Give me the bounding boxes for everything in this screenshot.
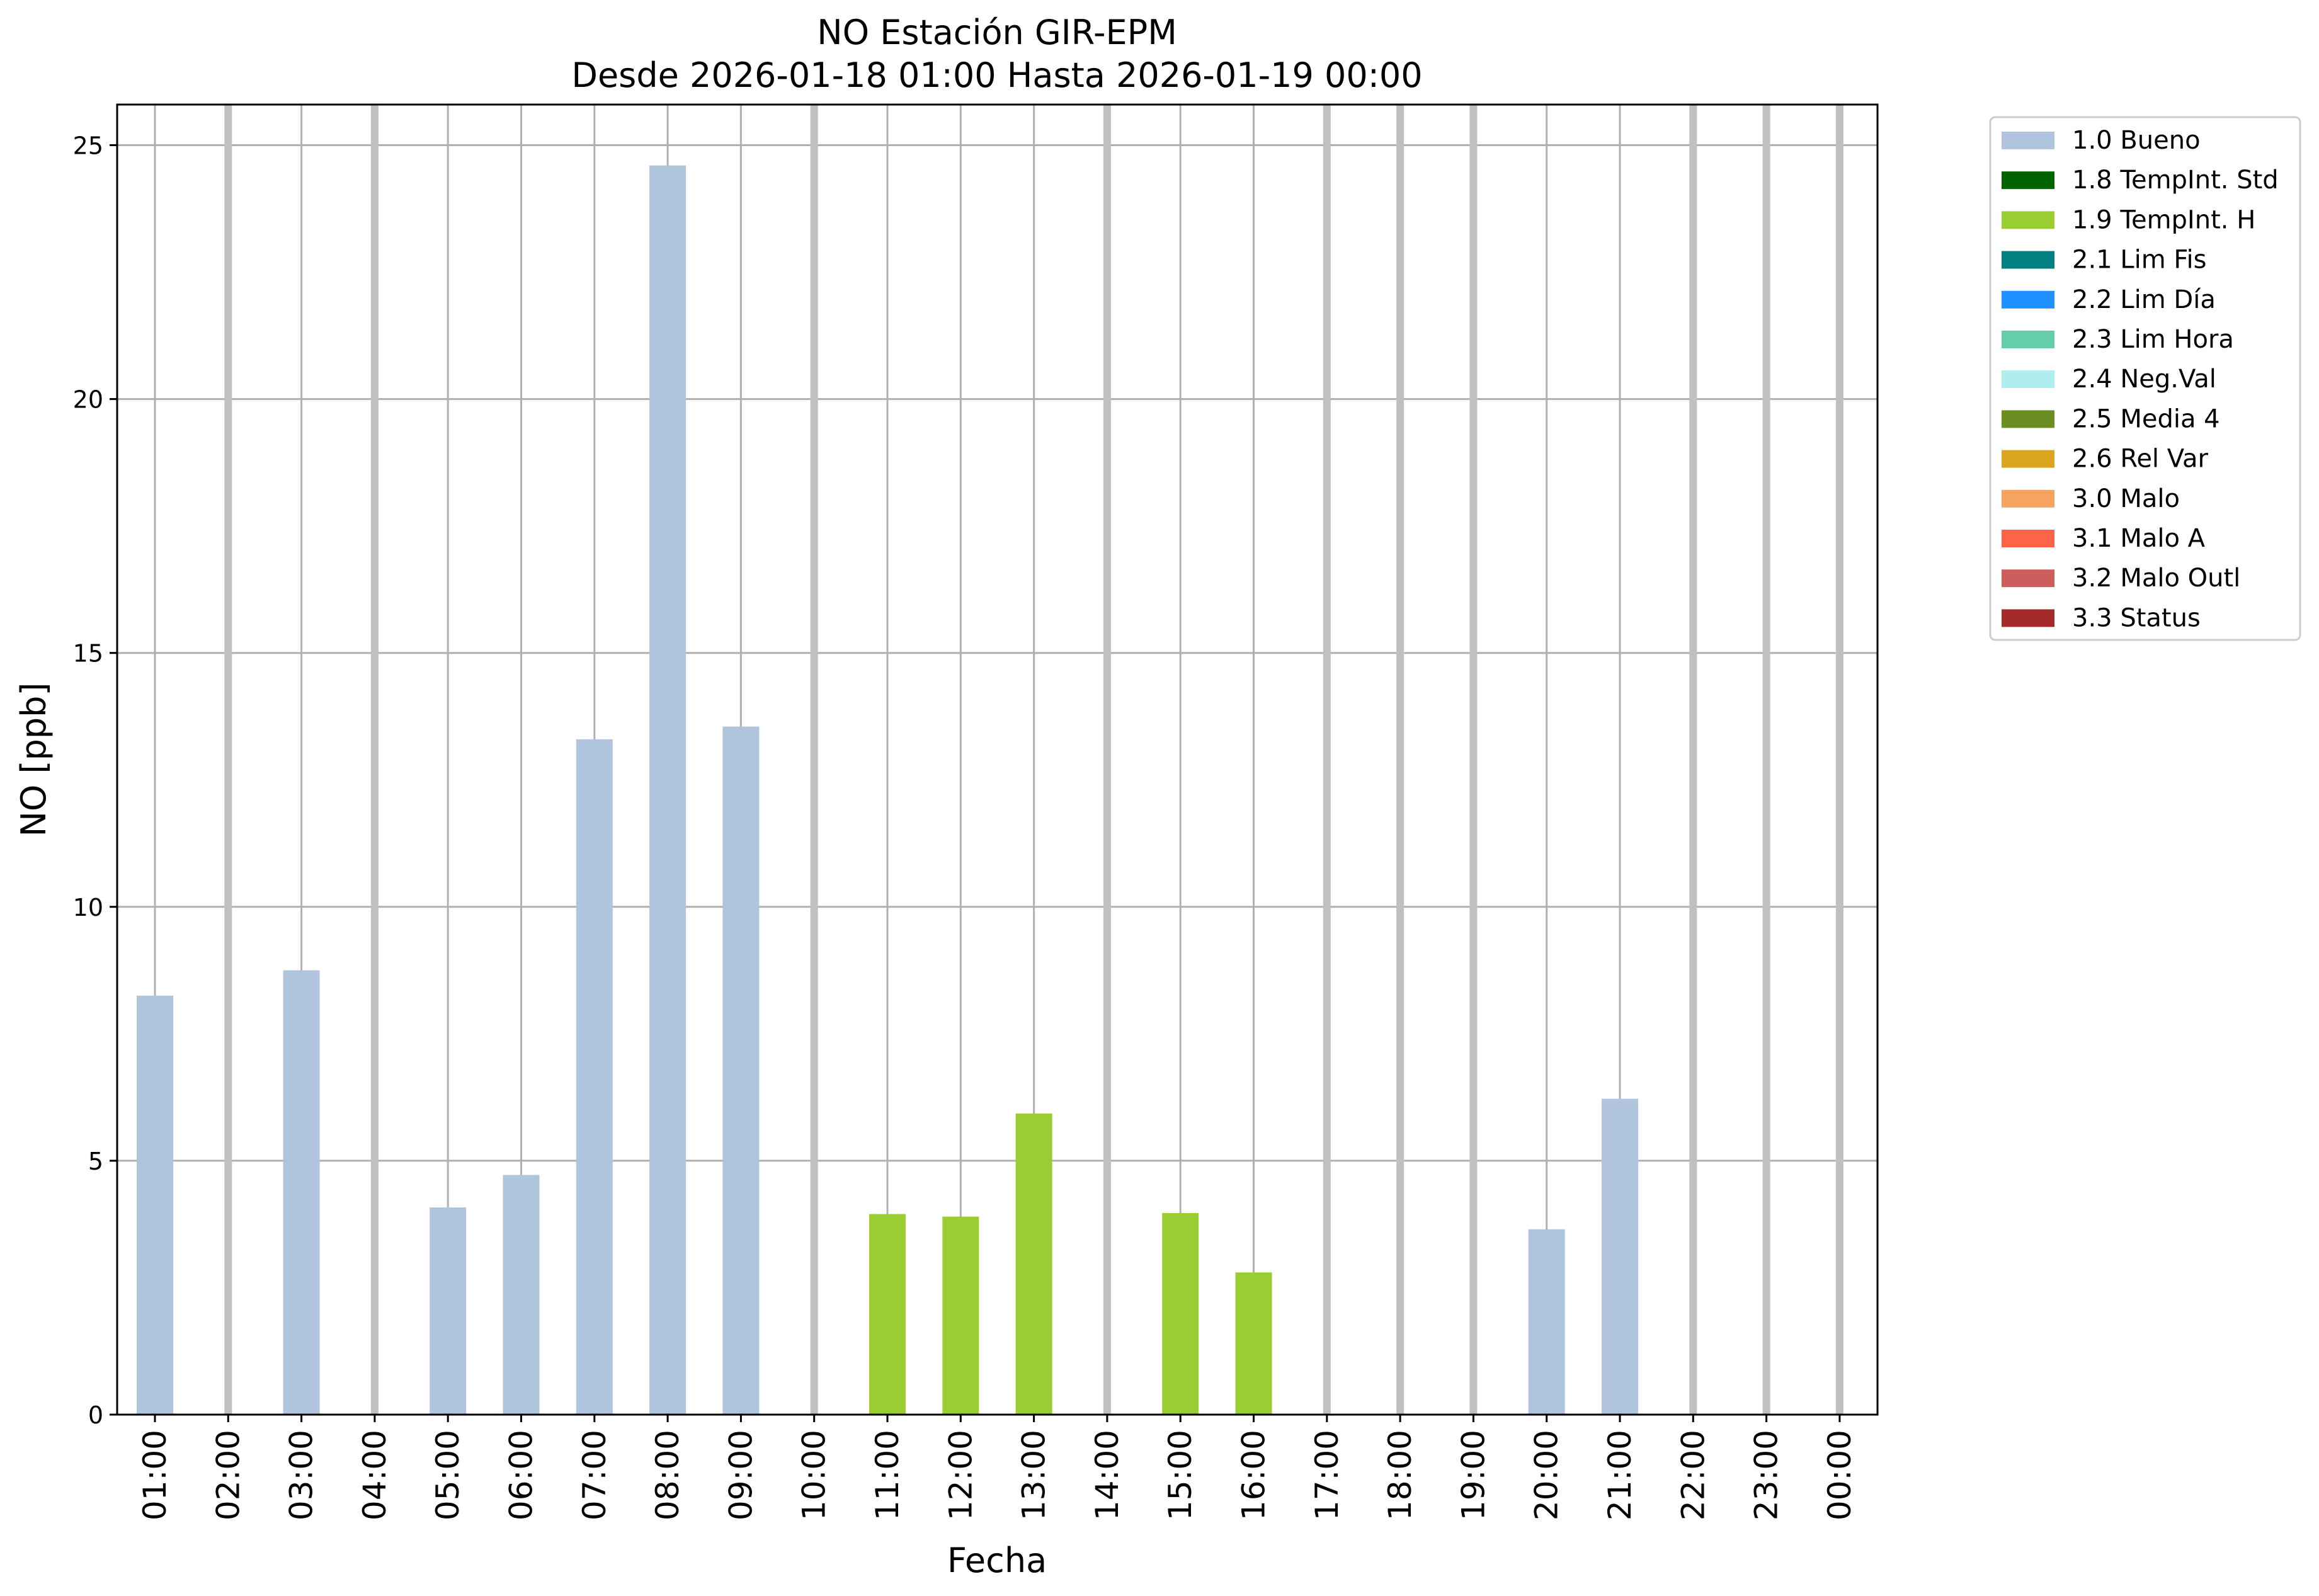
x-tick-label: 08:00	[649, 1430, 686, 1520]
legend-swatch	[2002, 171, 2054, 190]
bar-0600	[503, 1175, 540, 1415]
x-tick-label: 07:00	[576, 1430, 613, 1520]
y-axis-ticks: 0 5 10 15 20 25	[73, 132, 117, 1429]
legend-label: 1.0 Bueno	[2072, 126, 2201, 155]
legend-swatch	[2002, 410, 2054, 428]
legend-label: 2.5 Media 4	[2072, 404, 2220, 433]
bar-0100	[137, 995, 173, 1415]
plot-frame	[116, 103, 1879, 1416]
x-tick-label: 11:00	[869, 1430, 906, 1520]
missing-data-marker	[1103, 105, 1111, 1415]
x-tick-label: 13:00	[1016, 1430, 1052, 1520]
x-tick-label: 16:00	[1236, 1430, 1272, 1520]
x-tick-label: 05:00	[430, 1430, 466, 1520]
legend-swatch	[2002, 132, 2054, 149]
chart-title-line2: Desde 2026-01-18 01:00 Hasta 2026-01-19 …	[571, 55, 1422, 95]
x-tick-label: 23:00	[1748, 1430, 1785, 1520]
legend-swatch	[2002, 211, 2054, 229]
legend-swatch	[2002, 489, 2054, 508]
bar-1500	[1162, 1212, 1199, 1415]
bar-0500	[430, 1207, 467, 1415]
y-tick-label: 0	[88, 1401, 103, 1429]
y-tick-label: 25	[73, 132, 103, 159]
missing-data-marker	[810, 105, 818, 1415]
x-tick-label: 06:00	[503, 1430, 540, 1520]
bar-0300	[283, 970, 320, 1415]
missing-data-marker	[1689, 105, 1697, 1415]
legend-label: 3.2 Malo Outl	[2072, 564, 2240, 593]
y-tick-label: 15	[73, 640, 103, 668]
legend-swatch	[2002, 290, 2054, 309]
x-tick-label: 17:00	[1309, 1430, 1345, 1520]
legend-swatch	[2002, 370, 2054, 389]
x-tick-label: 22:00	[1675, 1430, 1711, 1520]
legend-label: 2.6 Rel Var	[2072, 445, 2209, 474]
x-tick-label: 02:00	[210, 1430, 246, 1520]
y-tick-label: 20	[73, 386, 103, 414]
missing-data-marker	[1762, 105, 1770, 1415]
bar-0900	[722, 726, 760, 1415]
missing-data-marker	[1323, 105, 1331, 1415]
x-tick-label: 00:00	[1821, 1430, 1858, 1520]
bar-1600	[1235, 1272, 1272, 1415]
legend-swatch	[2002, 450, 2054, 468]
legend-label: 2.2 Lim Día	[2072, 285, 2216, 314]
legend-label: 2.3 Lim Hora	[2072, 325, 2234, 354]
missing-data-marker	[1835, 105, 1843, 1415]
missing-data-marker	[224, 105, 232, 1415]
x-tick-label: 18:00	[1382, 1430, 1418, 1520]
y-axis-label: NO [ppb]	[14, 682, 54, 836]
x-axis-ticks: 01:00 02:00 03:00 04:00 05:00 06:00 07:00 08:00…	[137, 1415, 1858, 1520]
legend: 1.0 Bueno 1.8 TempInt. Std 1.9 TempInt. H 2…	[1989, 116, 2301, 641]
bar-2000	[1528, 1229, 1565, 1415]
legend-swatch	[2002, 530, 2054, 547]
x-tick-label: 20:00	[1529, 1430, 1565, 1520]
y-tick-label: 5	[88, 1148, 103, 1175]
legend-entries: 1.0 Bueno 1.8 TempInt. Std 1.9 TempInt. H 2…	[2002, 126, 2279, 632]
legend-box	[1989, 116, 2301, 641]
missing-data-marker	[1396, 105, 1405, 1415]
legend-label: 2.1 Lim Fis	[2072, 246, 2206, 275]
missing-data-markers	[224, 105, 1843, 1415]
x-tick-label: 19:00	[1455, 1430, 1491, 1520]
x-axis-label: Fecha	[947, 1541, 1047, 1580]
bar-layer	[137, 165, 1638, 1415]
missing-data-marker	[370, 105, 379, 1415]
bar-0800	[649, 165, 687, 1415]
x-tick-label: 15:00	[1162, 1430, 1199, 1520]
x-tick-label: 12:00	[942, 1430, 979, 1520]
legend-label: 3.0 Malo	[2072, 484, 2180, 513]
legend-label: 3.1 Malo A	[2072, 524, 2206, 553]
legend-swatch	[2002, 609, 2054, 627]
x-tick-label: 04:00	[356, 1430, 393, 1520]
legend-label: 1.8 TempInt. Std	[2072, 166, 2279, 195]
x-tick-label: 21:00	[1602, 1430, 1638, 1520]
bar-1300	[1015, 1113, 1052, 1415]
chart-title-line1: NO Estación GIR-EPM	[817, 13, 1177, 52]
x-tick-label: 01:00	[137, 1430, 173, 1520]
x-tick-label: 10:00	[796, 1430, 833, 1520]
legend-label: 1.9 TempInt. H	[2072, 205, 2255, 234]
missing-data-marker	[1469, 105, 1478, 1415]
legend-swatch	[2002, 569, 2054, 588]
legend-swatch	[2002, 251, 2054, 269]
legend-swatch	[2002, 331, 2054, 348]
x-tick-label: 09:00	[722, 1430, 759, 1520]
bar-1100	[869, 1214, 906, 1415]
bar-0700	[576, 739, 613, 1415]
legend-label: 3.3 Status	[2072, 603, 2201, 632]
y-tick-label: 10	[73, 894, 103, 921]
x-tick-label: 03:00	[283, 1430, 320, 1520]
bar-1200	[942, 1216, 979, 1415]
bar-2100	[1602, 1098, 1638, 1415]
legend-label: 2.4 Neg.Val	[2072, 365, 2216, 394]
x-tick-label: 14:00	[1089, 1430, 1125, 1520]
